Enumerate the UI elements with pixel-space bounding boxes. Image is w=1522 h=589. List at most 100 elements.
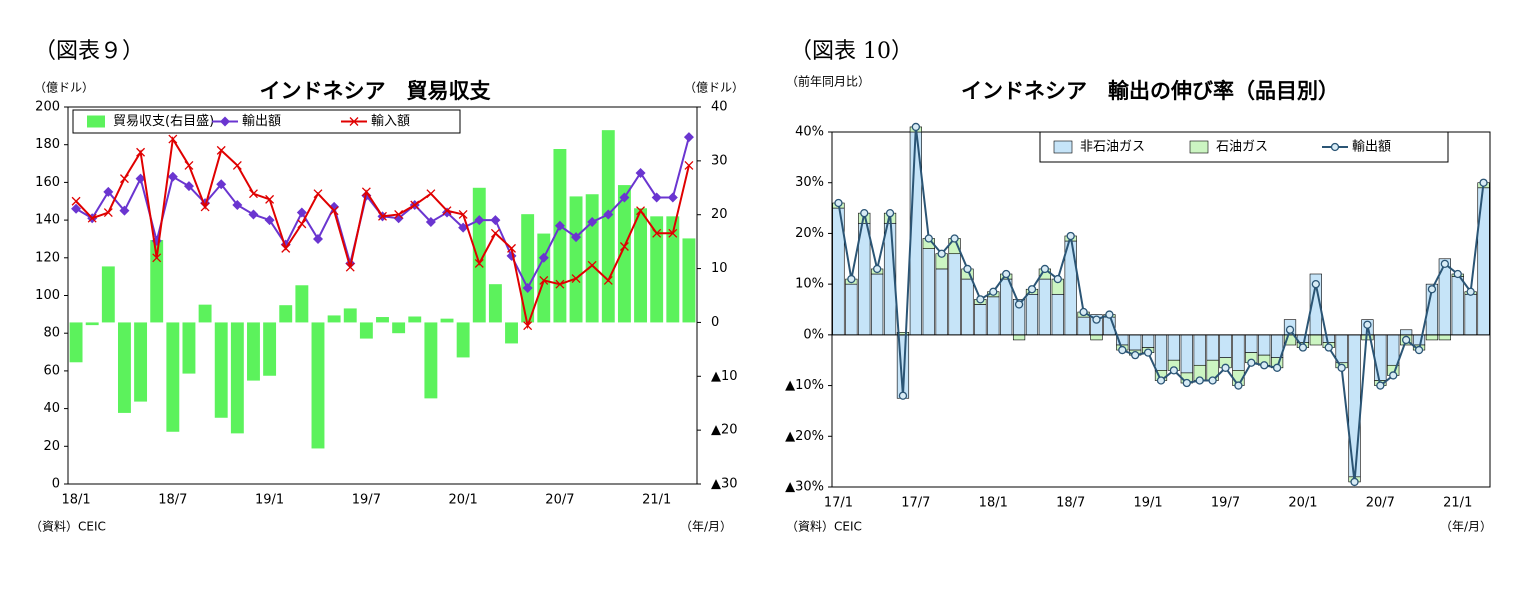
- marker: [667, 192, 678, 203]
- marker: [571, 232, 582, 243]
- marker: [1466, 287, 1475, 296]
- x-tick-label: 19/1: [255, 493, 284, 508]
- marker: [1350, 477, 1359, 487]
- bar: [537, 233, 551, 323]
- x-tick-label: 17/1: [824, 496, 853, 511]
- bar: [1322, 334, 1335, 343]
- marker: [103, 208, 113, 218]
- bar: [424, 322, 438, 399]
- bar: [553, 149, 567, 323]
- x-axis-label: （年/月）: [1440, 520, 1492, 534]
- marker: [216, 179, 227, 190]
- marker: [847, 274, 856, 284]
- y-tick-label: ▲30%: [785, 480, 824, 495]
- marker: [1376, 381, 1385, 390]
- bar: [974, 304, 987, 336]
- marker: [458, 209, 468, 219]
- legend-label: 非石油ガス: [1080, 140, 1145, 155]
- x-tick-label: 17/7: [901, 496, 930, 511]
- marker: [425, 216, 436, 227]
- marker: [636, 206, 646, 216]
- bar: [488, 284, 502, 323]
- bar: [279, 305, 293, 323]
- x-tick-label: 21/1: [1443, 496, 1472, 511]
- figure-label: （図表 10）: [790, 39, 913, 64]
- bar: [871, 273, 884, 336]
- marker: [183, 181, 194, 192]
- bar: [182, 322, 196, 374]
- x-tick-label: 19/7: [352, 493, 381, 508]
- y-tick-label: 140: [35, 213, 60, 228]
- y2-tick-label: 40: [711, 100, 728, 115]
- bar: [1451, 276, 1464, 336]
- marker: [152, 253, 162, 263]
- marker: [1298, 343, 1308, 352]
- bar: [1000, 278, 1013, 336]
- legend-label: 輸入額: [371, 114, 410, 129]
- marker: [1169, 366, 1179, 375]
- marker: [490, 228, 500, 238]
- legend-label: 輸出額: [1352, 140, 1391, 155]
- bar: [456, 322, 470, 358]
- bar: [1464, 293, 1477, 336]
- bar: [295, 285, 309, 323]
- marker: [349, 117, 359, 126]
- y-tick-label: 40%: [795, 125, 824, 140]
- bar: [505, 322, 518, 344]
- bar: [987, 296, 1000, 336]
- marker: [361, 187, 371, 197]
- legend-label: 貿易収支(右目盛): [113, 114, 214, 129]
- bar: [935, 268, 948, 336]
- marker: [232, 200, 243, 211]
- marker: [651, 192, 662, 203]
- bar: [1258, 334, 1271, 356]
- marker: [184, 160, 194, 170]
- bar: [585, 194, 599, 323]
- bar: [961, 278, 974, 336]
- marker: [264, 215, 275, 226]
- bar: [1335, 334, 1348, 364]
- bar: [408, 316, 422, 323]
- marker: [619, 192, 630, 203]
- bar: [1051, 293, 1064, 336]
- bar: [666, 216, 680, 323]
- marker: [345, 262, 355, 272]
- bar: [1038, 278, 1051, 336]
- bar: [1309, 334, 1322, 346]
- legend-label: 石油ガス: [1216, 140, 1268, 155]
- marker: [1389, 371, 1398, 380]
- marker: [297, 219, 307, 229]
- marker: [1118, 345, 1127, 355]
- y-tick-label: 20: [43, 439, 60, 454]
- marker: [963, 264, 972, 274]
- bar: [1206, 334, 1219, 361]
- marker: [1066, 231, 1075, 241]
- bar: [1412, 334, 1426, 346]
- marker: [1260, 361, 1269, 370]
- marker: [1440, 259, 1449, 269]
- bar: [1141, 334, 1155, 348]
- marker: [1105, 310, 1114, 319]
- marker: [911, 122, 921, 132]
- bar: [359, 322, 373, 339]
- bar: [1219, 334, 1232, 358]
- marker: [860, 208, 869, 218]
- marker: [684, 160, 694, 170]
- y2-tick-label: 0: [711, 315, 719, 330]
- marker: [989, 287, 998, 296]
- y-tick-label: 0%: [803, 327, 824, 342]
- bar: [1090, 334, 1103, 341]
- legend-label: 輸出額: [242, 114, 281, 129]
- marker: [136, 147, 146, 157]
- figure-label: （図表９）: [34, 39, 144, 64]
- bar: [1438, 334, 1451, 341]
- bar: [1400, 329, 1413, 336]
- marker: [119, 174, 129, 184]
- marker: [555, 279, 565, 289]
- source: （資料）CEIC: [786, 520, 862, 534]
- x-tick-label: 18/7: [158, 493, 187, 508]
- y2-tick-label: ▲30: [711, 477, 738, 492]
- bar: [845, 283, 858, 336]
- bar: [263, 322, 277, 376]
- marker: [587, 216, 598, 227]
